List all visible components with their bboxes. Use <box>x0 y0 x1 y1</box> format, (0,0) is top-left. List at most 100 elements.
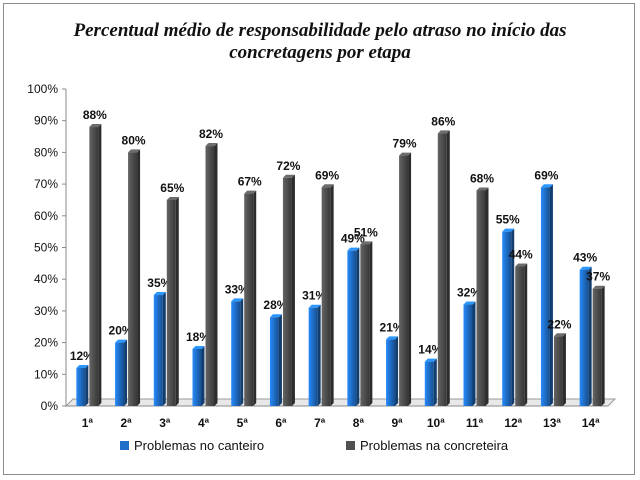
bar <box>282 177 292 406</box>
y-tick-label: 40% <box>34 272 58 286</box>
bar <box>308 307 318 406</box>
bar-top <box>579 266 592 270</box>
bar-side <box>395 336 399 406</box>
bar <box>515 266 525 406</box>
bar-top <box>515 263 528 267</box>
x-tick-label: 8ª <box>353 416 365 430</box>
bar-top <box>399 152 412 156</box>
bar <box>553 336 563 406</box>
bar-side <box>175 196 179 406</box>
bar <box>76 367 86 406</box>
bar-top <box>115 339 128 343</box>
x-tick-label: 2ª <box>121 416 133 430</box>
bar <box>502 231 512 406</box>
data-label: 49% <box>341 232 365 246</box>
bar-top <box>386 336 399 340</box>
x-tick-label: 6ª <box>275 416 287 430</box>
bar <box>166 199 176 406</box>
data-label: 22% <box>547 317 571 331</box>
bar-top <box>231 298 244 302</box>
data-label: 18% <box>186 330 210 344</box>
bar <box>89 127 99 406</box>
bar-side <box>137 149 141 406</box>
chart-floor <box>64 398 617 407</box>
bar-top <box>128 149 141 153</box>
data-label: 79% <box>393 137 417 151</box>
data-label: 86% <box>431 114 455 128</box>
data-label: 33% <box>225 282 249 296</box>
bar-side <box>240 298 244 406</box>
bar <box>205 146 215 406</box>
data-label: 28% <box>263 298 287 312</box>
legend-swatch <box>120 441 129 450</box>
bar <box>192 348 202 406</box>
legend-label: Problemas no canteiro <box>134 438 264 453</box>
bar-top <box>476 187 489 191</box>
chart-title: Percentual médio de responsabilidade pel… <box>0 20 640 64</box>
bar-top <box>553 333 566 337</box>
y-tick-label: 70% <box>34 177 58 191</box>
x-tick-label: 7ª <box>314 416 326 430</box>
bar-side <box>485 187 489 406</box>
y-tick-label: 80% <box>34 145 58 159</box>
bar-top <box>282 174 295 178</box>
x-tick-label: 5ª <box>237 416 249 430</box>
y-tick-label: 0% <box>41 399 59 413</box>
bar-top <box>360 241 373 245</box>
data-label: 35% <box>147 276 171 290</box>
bar <box>386 339 396 406</box>
x-tick-label: 12ª <box>504 416 522 430</box>
bar <box>476 190 486 406</box>
bar-top <box>269 314 282 318</box>
bar-top <box>347 247 360 251</box>
data-label: 69% <box>534 168 558 182</box>
data-label: 72% <box>276 159 300 173</box>
data-label: 68% <box>470 171 494 185</box>
data-label: 21% <box>380 320 404 334</box>
x-tick-label: 9ª <box>392 416 404 430</box>
bar-side <box>278 314 282 406</box>
bar-side <box>511 228 515 406</box>
data-label: 37% <box>586 270 610 284</box>
data-label: 82% <box>199 127 223 141</box>
y-tick-label: 10% <box>34 367 58 381</box>
bar <box>347 250 357 406</box>
bar-top <box>437 130 450 134</box>
bar <box>540 187 550 406</box>
bar-side <box>291 174 295 406</box>
bar-side <box>433 358 437 406</box>
bar-side <box>588 266 592 406</box>
x-tick-label: 11ª <box>466 416 484 430</box>
bar <box>115 342 125 406</box>
bar <box>424 361 434 406</box>
x-tick-label: 4ª <box>198 416 210 430</box>
y-tick-label: 90% <box>34 114 58 128</box>
x-tick-label: 3ª <box>159 416 171 430</box>
bar <box>579 269 589 406</box>
bar <box>360 244 370 406</box>
bar-side <box>408 152 412 406</box>
bar-side <box>253 190 257 406</box>
bar-side <box>524 263 528 406</box>
y-tick-label: 50% <box>34 241 58 255</box>
bar <box>437 133 447 406</box>
y-tick-label: 100% <box>27 82 58 96</box>
bar <box>269 317 279 406</box>
bar-top <box>463 301 476 305</box>
bar <box>231 301 241 406</box>
bar-side <box>330 184 334 406</box>
data-label: 88% <box>83 108 107 122</box>
y-tick-label: 20% <box>34 336 58 350</box>
bar-top <box>166 196 179 200</box>
y-tick-label: 60% <box>34 209 58 223</box>
data-label: 67% <box>238 175 262 189</box>
bar-side <box>446 130 450 406</box>
x-tick-label: 14ª <box>582 416 600 430</box>
bar <box>153 295 163 406</box>
bar-side <box>214 143 218 406</box>
data-label: 55% <box>496 213 520 227</box>
data-label: 51% <box>354 225 378 239</box>
bar-side <box>472 301 476 406</box>
data-label: 44% <box>509 248 533 262</box>
bar-side <box>124 339 128 406</box>
